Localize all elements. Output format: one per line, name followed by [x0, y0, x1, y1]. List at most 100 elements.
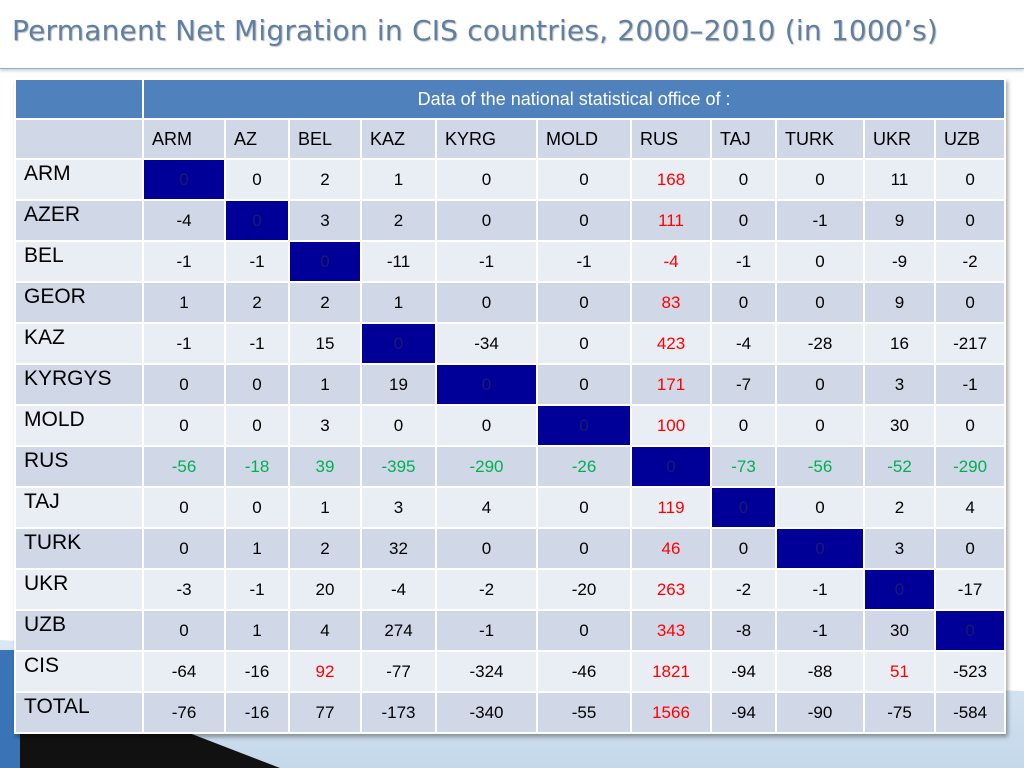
- table-row: ARM 0 0 2 1 0 0 168 0 0 11 0: [14, 158, 1007, 201]
- slide-title-bar: Permanent Net Migration in CIS countries…: [0, 0, 1024, 69]
- table-cell: 46: [630, 527, 712, 570]
- table-cell: -9: [863, 240, 936, 283]
- diagonal-cell: 0: [863, 568, 936, 611]
- table-cell: -1: [224, 322, 290, 365]
- diagonal-cell: 0: [142, 158, 226, 201]
- table-cell: 263: [630, 568, 712, 611]
- table-cell: 0: [435, 158, 538, 201]
- header-row-countries: ARM AZ BEL KAZ KYRG MOLD RUS TAJ TURK UKR UZB: [14, 118, 1007, 160]
- table-cell: 9: [863, 199, 936, 242]
- table-cell: -1: [142, 240, 226, 283]
- table-cell: -3: [142, 568, 226, 611]
- table-cell: 1: [224, 609, 290, 652]
- diagonal-cell: 0: [933, 609, 1007, 652]
- table-cell: -56: [142, 445, 226, 488]
- table-cell: 111: [630, 199, 712, 242]
- table-cell: -1: [775, 568, 865, 611]
- table-cell: -64: [142, 650, 226, 693]
- table-cell: 171: [630, 363, 712, 406]
- slide-title: Permanent Net Migration in CIS countries…: [12, 14, 938, 47]
- table-cell: 0: [224, 404, 290, 447]
- row-header-total: TOTAL: [14, 691, 144, 734]
- row-header-geor: GEOR: [14, 281, 144, 324]
- table-cell: 0: [710, 404, 777, 447]
- table-row: TURK 0 1 2 32 0 0 46 0 0 3 0: [14, 527, 1007, 570]
- table-cell: 77: [288, 691, 362, 734]
- table-cell: 2: [360, 199, 437, 242]
- corner-cell: [14, 118, 144, 160]
- table-cell: 0: [933, 404, 1007, 447]
- table-cell: 0: [435, 404, 538, 447]
- column-header-uzb: UZB: [933, 118, 1007, 160]
- table-cell: -56: [775, 445, 865, 488]
- table-cell: 92: [288, 650, 362, 693]
- table-cell: -73: [710, 445, 777, 488]
- table-cell: 343: [630, 609, 712, 652]
- column-header-turk: TURK: [775, 118, 865, 160]
- table-cell: -1: [435, 240, 538, 283]
- table-cell: -340: [435, 691, 538, 734]
- table-cell: -1: [224, 240, 290, 283]
- table-cell: 19: [360, 363, 437, 406]
- table-cell: 0: [710, 527, 777, 570]
- diagonal-cell: 0: [536, 404, 632, 447]
- table-row: RUS -56 -18 39 -395 -290 -26 0 -73 -56 -52 -290: [14, 445, 1007, 488]
- column-header-mold: MOLD: [536, 118, 632, 160]
- table-cell: 0: [933, 158, 1007, 201]
- table-cell: 119: [630, 486, 712, 529]
- table-cell: 30: [863, 609, 936, 652]
- table-row: UZB 0 1 4 274 -1 0 343 -8 -1 30 0: [14, 609, 1007, 652]
- diagonal-cell: 0: [630, 445, 712, 488]
- table-cell: -290: [435, 445, 538, 488]
- table-cell: 15: [288, 322, 362, 365]
- table-cell: 0: [536, 527, 632, 570]
- table-cell: 423: [630, 322, 712, 365]
- table-cell: 3: [863, 527, 936, 570]
- row-header-kyrgys: KYRGYS: [14, 363, 144, 406]
- table-cell: 168: [630, 158, 712, 201]
- migration-table: Data of the national statistical office …: [14, 78, 1007, 734]
- row-header-bel: BEL: [14, 240, 144, 283]
- table-row: CIS -64 -16 92 -77 -324 -46 1821 -94 -88 51 -523: [14, 650, 1007, 693]
- table-cell: 0: [536, 199, 632, 242]
- table-cell: 1566: [630, 691, 712, 734]
- table-cell: 100: [630, 404, 712, 447]
- table-cell: 0: [142, 404, 226, 447]
- table-cell: 0: [536, 281, 632, 324]
- column-header-taj: TAJ: [710, 118, 777, 160]
- corner-cell: [14, 78, 144, 120]
- table-cell: 0: [775, 240, 865, 283]
- table-cell: 0: [142, 363, 226, 406]
- table-cell: -16: [224, 650, 290, 693]
- table-cell: 274: [360, 609, 437, 652]
- table-cell: 0: [933, 527, 1007, 570]
- row-header-uzb: UZB: [14, 609, 144, 652]
- table-row: TAJ 0 0 1 3 4 0 119 0 0 2 4: [14, 486, 1007, 529]
- table-cell: -94: [710, 691, 777, 734]
- diagonal-cell: 0: [288, 240, 362, 283]
- row-header-arm: ARM: [14, 158, 144, 201]
- column-header-kaz: KAZ: [360, 118, 437, 160]
- row-header-azer: AZER: [14, 199, 144, 242]
- table-cell: -1: [933, 363, 1007, 406]
- table-cell: 0: [775, 486, 865, 529]
- table-cell: 4: [288, 609, 362, 652]
- column-header-ukr: UKR: [863, 118, 936, 160]
- column-header-kyrg: KYRG: [435, 118, 538, 160]
- table-cell: -88: [775, 650, 865, 693]
- table-cell: 0: [360, 404, 437, 447]
- row-header-rus: RUS: [14, 445, 144, 488]
- table-cell: 16: [863, 322, 936, 365]
- diagonal-cell: 0: [775, 527, 865, 570]
- table-cell: 4: [933, 486, 1007, 529]
- table-cell: -584: [933, 691, 1007, 734]
- table-cell: -18: [224, 445, 290, 488]
- table-cell: 0: [933, 281, 1007, 324]
- table-row: KAZ -1 -1 15 0 -34 0 423 -4 -28 16 -217: [14, 322, 1007, 365]
- table-cell: -34: [435, 322, 538, 365]
- table-cell: 0: [710, 281, 777, 324]
- table-cell: 3: [360, 486, 437, 529]
- table-cell: 30: [863, 404, 936, 447]
- column-header-bel: BEL: [288, 118, 362, 160]
- table-cell: 0: [435, 527, 538, 570]
